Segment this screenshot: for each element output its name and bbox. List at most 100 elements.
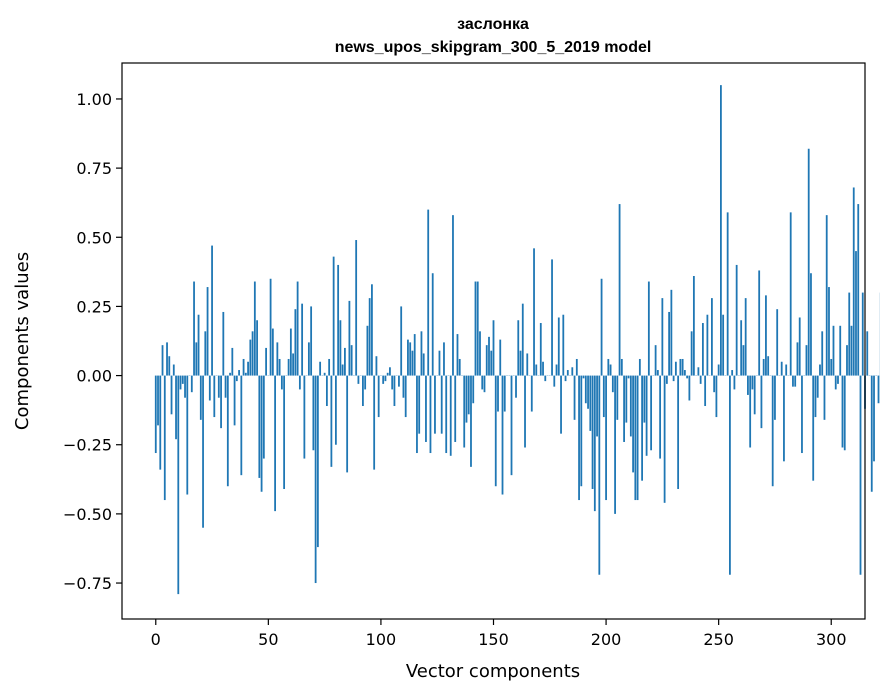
bar xyxy=(166,342,168,376)
bar xyxy=(172,364,175,376)
bar xyxy=(280,375,283,390)
bar xyxy=(510,375,513,476)
bar xyxy=(213,375,216,418)
bar xyxy=(555,364,558,376)
bar xyxy=(697,367,700,376)
bar xyxy=(699,375,702,384)
bar xyxy=(659,375,662,459)
bar xyxy=(186,375,189,495)
x-tick-label: 200 xyxy=(591,630,622,649)
bar xyxy=(780,361,783,376)
bar xyxy=(870,375,873,492)
bar xyxy=(337,264,340,376)
bar xyxy=(211,245,213,376)
bar xyxy=(742,345,745,376)
bar xyxy=(634,375,637,501)
bar xyxy=(661,298,664,376)
bar xyxy=(720,85,722,376)
bar xyxy=(375,356,378,376)
bar xyxy=(452,215,454,376)
bar xyxy=(251,331,254,376)
bar xyxy=(765,295,767,376)
bar xyxy=(274,375,276,512)
bar xyxy=(607,358,610,376)
x-axis-label: Vector components xyxy=(406,661,580,682)
bar xyxy=(517,320,520,376)
bar xyxy=(616,375,619,420)
bar xyxy=(393,375,396,407)
y-tick-label: 0.25 xyxy=(76,297,112,316)
y-tick-label: 1.00 xyxy=(76,90,112,109)
bar xyxy=(686,375,689,379)
bar xyxy=(837,375,839,384)
bar xyxy=(515,375,517,398)
bar xyxy=(731,370,734,376)
bar xyxy=(319,361,322,376)
bar xyxy=(411,350,414,376)
bar xyxy=(526,353,529,376)
bar xyxy=(283,375,286,489)
bar xyxy=(825,215,828,376)
y-tick-label: −0.50 xyxy=(63,505,112,524)
bar xyxy=(785,364,788,376)
bar xyxy=(371,284,373,376)
bar xyxy=(544,375,547,382)
bar xyxy=(463,375,466,448)
bar xyxy=(204,331,207,376)
bar xyxy=(582,375,585,379)
bar xyxy=(828,287,830,376)
bar xyxy=(323,372,326,376)
bar xyxy=(533,248,535,376)
bar xyxy=(636,375,639,501)
bar xyxy=(456,334,459,376)
bar xyxy=(467,375,470,415)
bar xyxy=(753,375,756,415)
bar xyxy=(681,358,684,376)
bar xyxy=(877,375,880,404)
bar xyxy=(747,375,749,395)
y-tick-label: 0.50 xyxy=(76,228,112,247)
bar xyxy=(663,375,666,503)
bar xyxy=(562,314,565,376)
bar xyxy=(807,148,810,376)
bar xyxy=(589,375,592,431)
bar xyxy=(598,375,601,575)
bar xyxy=(814,375,817,418)
chart-title: заслонка xyxy=(457,16,529,33)
bar xyxy=(841,375,844,448)
bar xyxy=(199,375,202,420)
bar xyxy=(623,375,625,442)
bar xyxy=(672,375,675,382)
bar xyxy=(578,375,580,501)
bar xyxy=(474,281,477,376)
bar xyxy=(307,342,310,376)
bar xyxy=(774,375,776,420)
bar xyxy=(740,320,743,376)
bar xyxy=(823,375,826,420)
x-tick-label: 250 xyxy=(703,630,734,649)
bar xyxy=(364,375,367,390)
bar xyxy=(184,375,186,398)
bar xyxy=(501,375,504,495)
bar xyxy=(483,375,486,393)
bar xyxy=(796,342,799,376)
bar xyxy=(334,375,337,445)
bar xyxy=(584,375,587,404)
bar xyxy=(810,273,812,376)
bar xyxy=(325,375,328,407)
bar xyxy=(632,375,634,473)
chart-subtitle: news_upos_skipgram_300_5_2019 model xyxy=(335,39,652,56)
bar xyxy=(269,278,272,376)
y-axis-label: Components values xyxy=(12,252,33,430)
bar xyxy=(240,375,243,476)
bar xyxy=(722,314,725,376)
bar xyxy=(208,375,211,401)
bar xyxy=(440,375,443,434)
bar xyxy=(222,311,225,376)
bar xyxy=(519,350,522,376)
bar xyxy=(783,375,785,462)
bar xyxy=(645,375,648,456)
bar xyxy=(197,314,200,376)
bar xyxy=(301,303,304,376)
x-tick-label: 50 xyxy=(258,630,278,649)
